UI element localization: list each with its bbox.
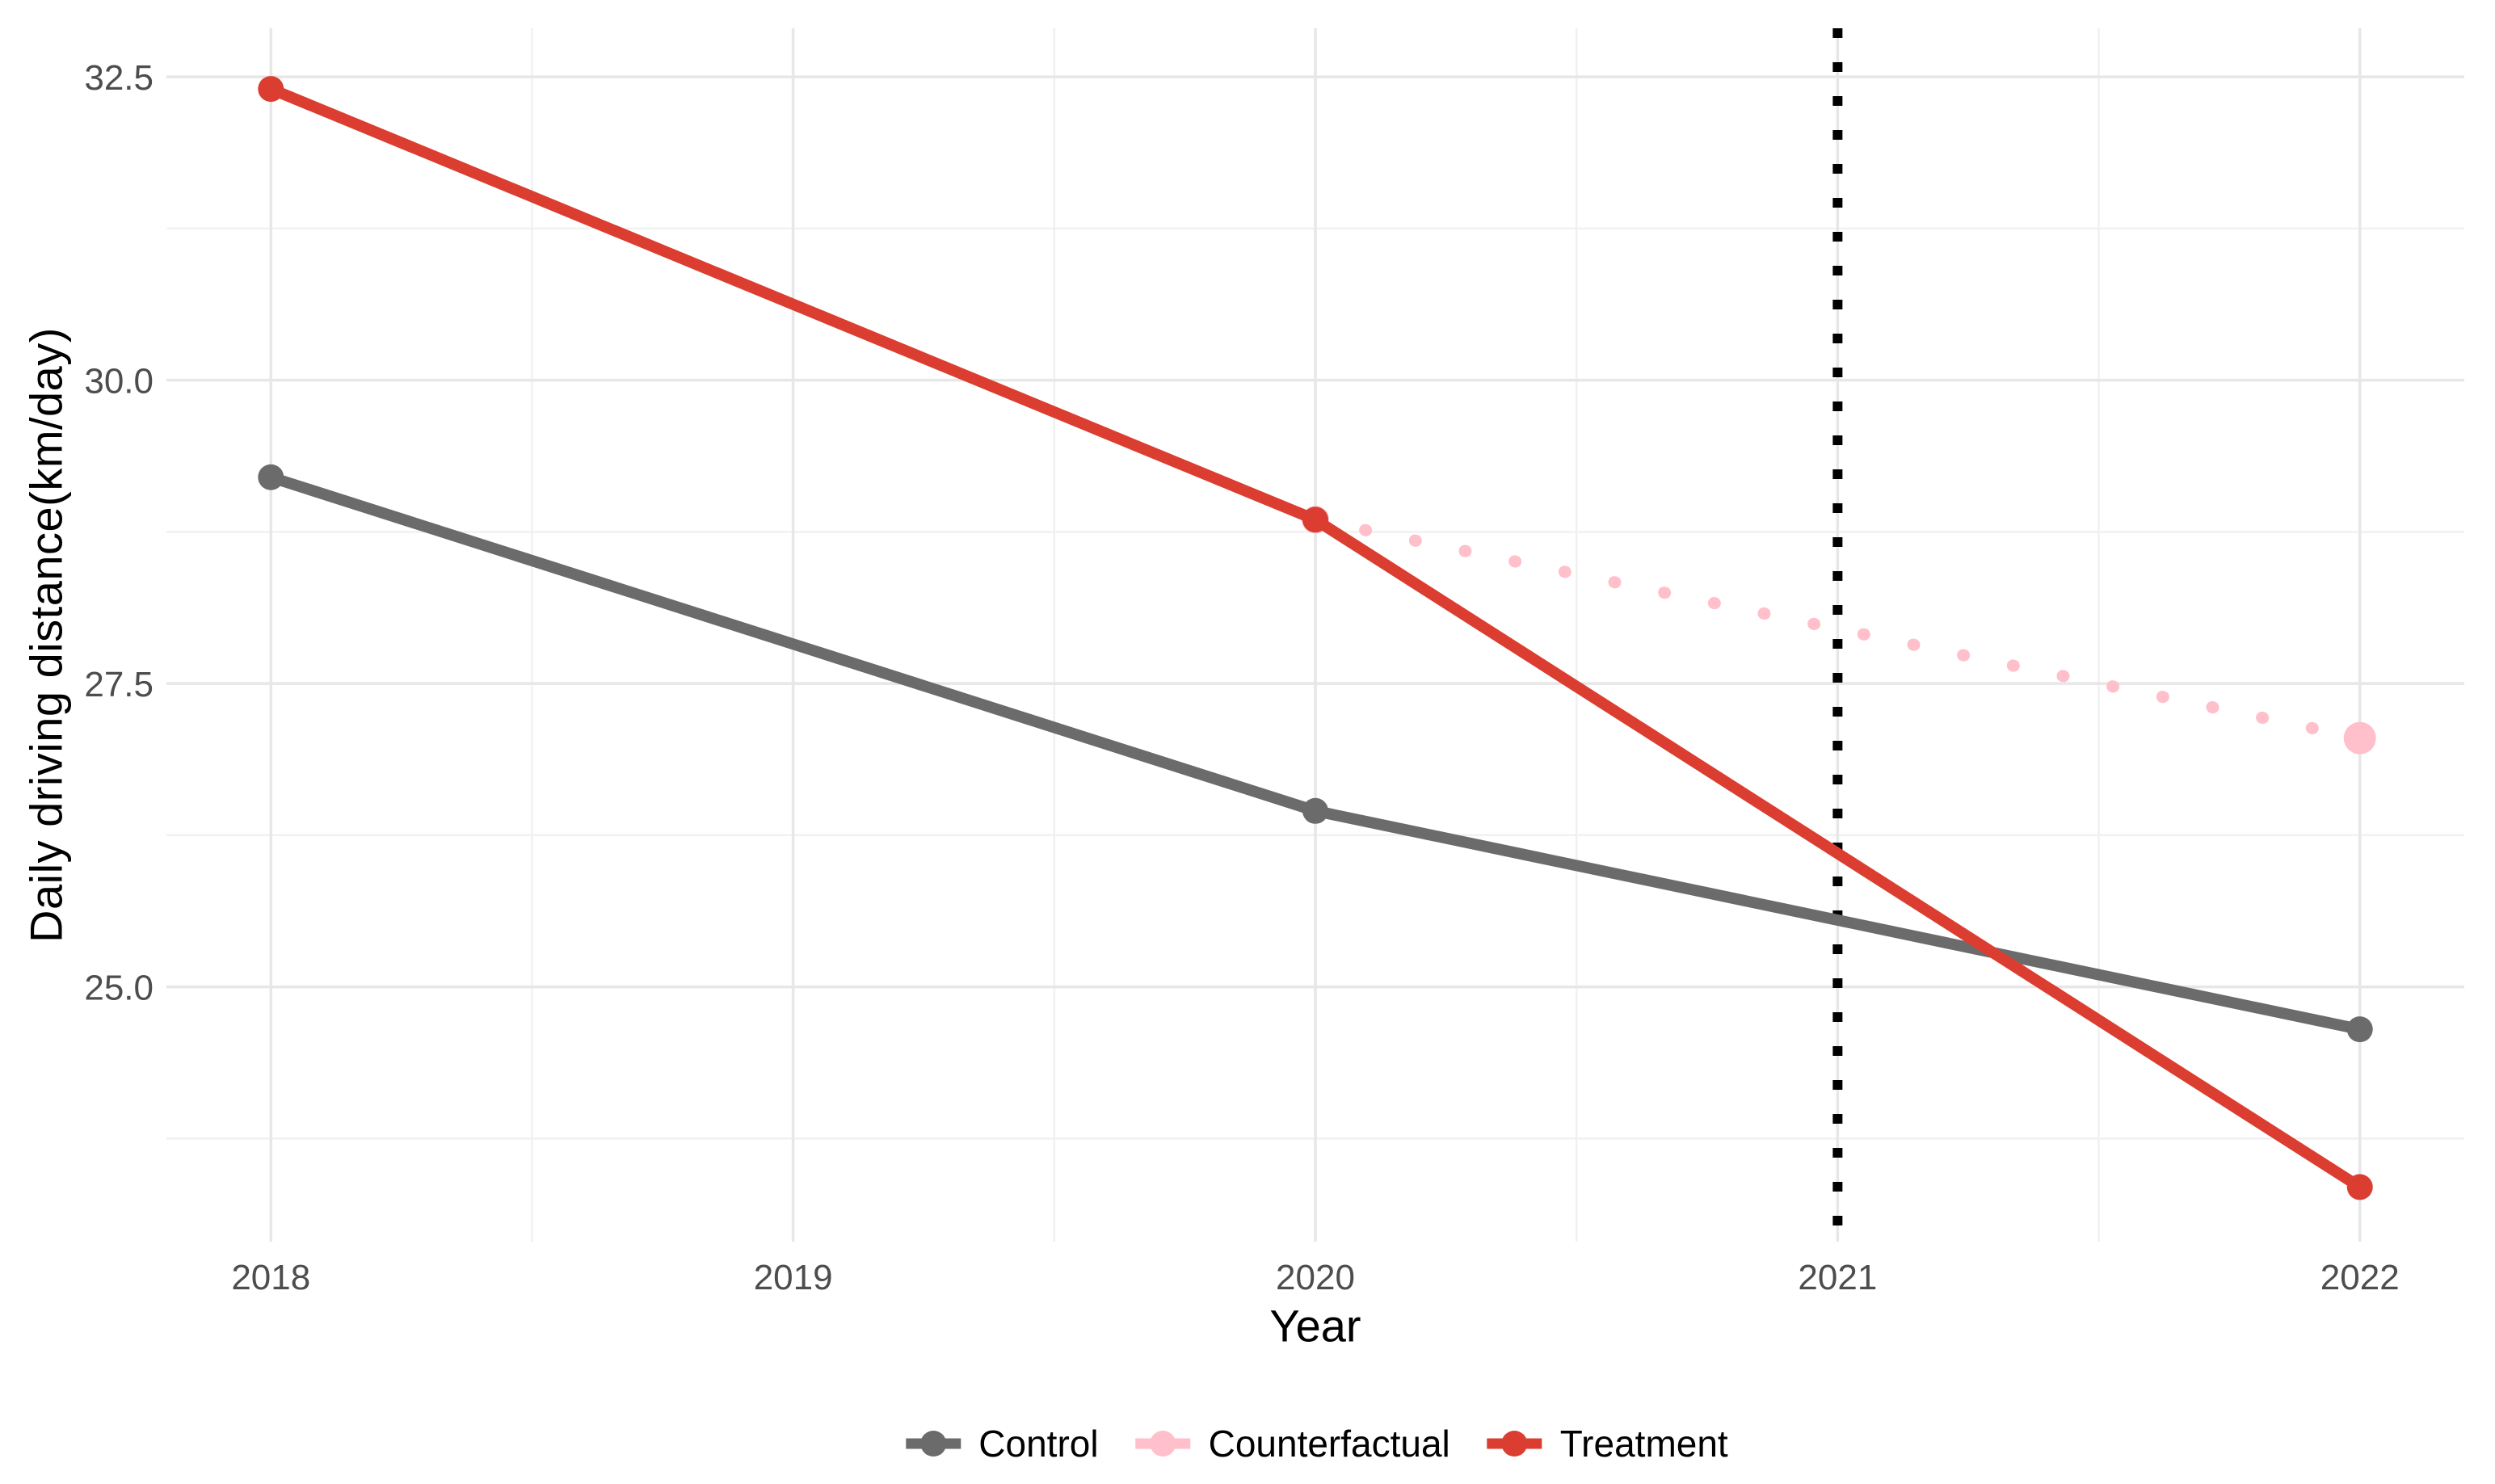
treatment-point [2346,1174,2373,1200]
control-point [2346,1016,2373,1043]
legend-item-treatment: Treatment [1484,1422,1728,1465]
y-tick-label: 32.5 [84,58,154,98]
legend: Control Counterfactual Treatment [902,1422,1728,1465]
treatment-line-dot-icon [1487,1431,1542,1457]
x-tick-label: 2019 [754,1258,833,1297]
y-axis-title: Daily driving distance(km/day) [20,327,72,943]
y-tick-label: 27.5 [84,665,154,704]
x-tick-label: 2021 [1798,1258,1877,1297]
control-point [1302,797,1328,824]
x-tick-label: 2020 [1276,1258,1355,1297]
x-tick-label: 2022 [2320,1258,2400,1297]
x-tick-label: 2018 [231,1258,310,1297]
control-point [258,464,284,490]
legend-label-treatment: Treatment [1559,1423,1728,1465]
control-line-dot-icon [906,1431,961,1457]
treatment-point [258,76,284,103]
y-tick-label: 25.0 [84,969,154,1008]
treatment-point [1302,507,1328,533]
counterfactual-line-dot-icon [1135,1431,1191,1457]
legend-item-counterfactual: Counterfactual [1133,1422,1450,1465]
x-axis-title: Year [1269,1300,1361,1352]
legend-label-control: Control [978,1423,1099,1465]
counterfactual-point [2343,721,2376,755]
legend-item-control: Control [902,1422,1099,1465]
legend-label-counterfactual: Counterfactual [1208,1423,1450,1465]
y-tick-label: 30.0 [84,362,154,401]
